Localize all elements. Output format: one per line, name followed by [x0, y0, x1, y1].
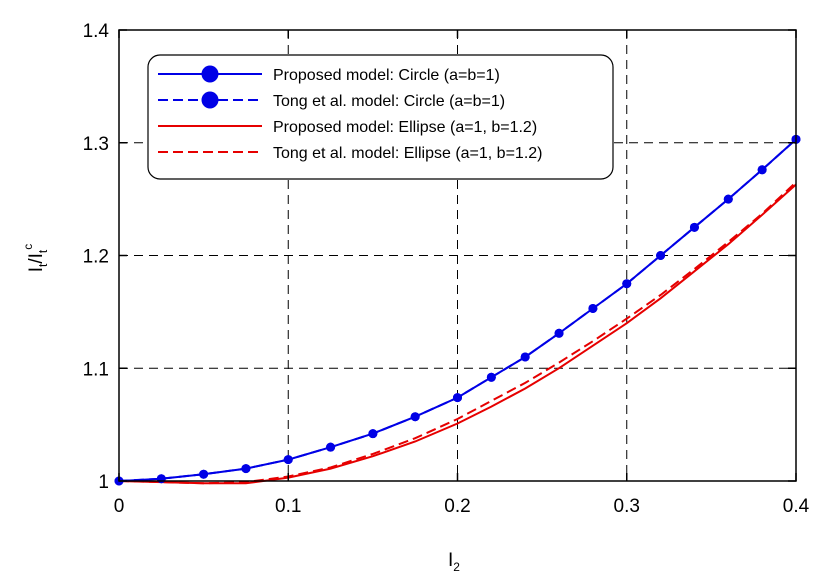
x-tick-label: 0.2 — [444, 496, 470, 517]
legend-label-2: Proposed model: Ellipse (a=1, b=1.2) — [273, 119, 537, 136]
series-line-2 — [118, 183, 797, 485]
x-tick-label: 0.4 — [783, 496, 810, 517]
x-tick-label: 0.1 — [275, 496, 301, 517]
y-axis-label-sub2: t — [36, 249, 50, 253]
tick-labels: 0 0.1 0.2 0.3 0.4 1 1.1 1.2 1.3 1.4 — [83, 21, 810, 517]
y-axis-label-sub: t — [36, 263, 50, 267]
y-tick-label: 1 — [98, 472, 109, 493]
series-point-1 — [689, 222, 699, 232]
y-tick-label: 1.1 — [83, 359, 109, 380]
series-point-1 — [410, 412, 420, 422]
legend: Proposed model: Circle (a=b=1) Tong et al… — [147, 54, 614, 180]
series-point-1 — [723, 194, 733, 204]
y-tick-label: 1.2 — [83, 247, 109, 268]
series-point-1 — [368, 429, 378, 439]
legend-label-3: Tong et al. model: Ellipse (a=1, b=1.2) — [273, 145, 543, 162]
y-axis-label-mid: /I — [26, 253, 47, 264]
legend-marker-1 — [201, 91, 219, 109]
y-axis-label-sup: c — [21, 244, 35, 250]
series-point-1 — [520, 352, 530, 362]
x-tick-label: 0 — [114, 496, 125, 517]
series-point-1 — [757, 165, 767, 175]
legend-label-0: Proposed model: Circle (a=b=1) — [273, 67, 500, 84]
series-point-1 — [656, 251, 666, 260]
series-point-1 — [453, 393, 462, 403]
series-point-1 — [326, 442, 336, 452]
y-axis-label-main: I — [26, 267, 47, 272]
series-line-0 — [118, 138, 797, 482]
series-point-1 — [241, 464, 251, 474]
series-point-1 — [588, 303, 598, 313]
series-point-1 — [199, 469, 209, 479]
x-axis-label: I2 — [448, 550, 460, 574]
y-axis-label: It/Itc — [21, 244, 50, 273]
series-point-1 — [486, 372, 496, 382]
legend-marker-0 — [201, 65, 219, 83]
series-point-1 — [283, 455, 293, 465]
series-line-1 — [118, 138, 797, 482]
y-tick-label: 1.4 — [83, 21, 110, 42]
x-tick-label: 0.3 — [614, 496, 640, 517]
x-axis-label-main: I — [448, 550, 453, 571]
series-line-3 — [118, 181, 797, 485]
series-point-1 — [622, 279, 632, 289]
x-axis-label-sub: 2 — [453, 560, 460, 574]
series-point-1 — [156, 474, 166, 484]
legend-label-1: Tong et al. model: Circle (a=b=1) — [273, 93, 505, 110]
legend-box — [147, 54, 614, 180]
series-point-1 — [554, 328, 564, 338]
y-tick-label: 1.3 — [83, 134, 109, 155]
series-group — [114, 134, 801, 486]
